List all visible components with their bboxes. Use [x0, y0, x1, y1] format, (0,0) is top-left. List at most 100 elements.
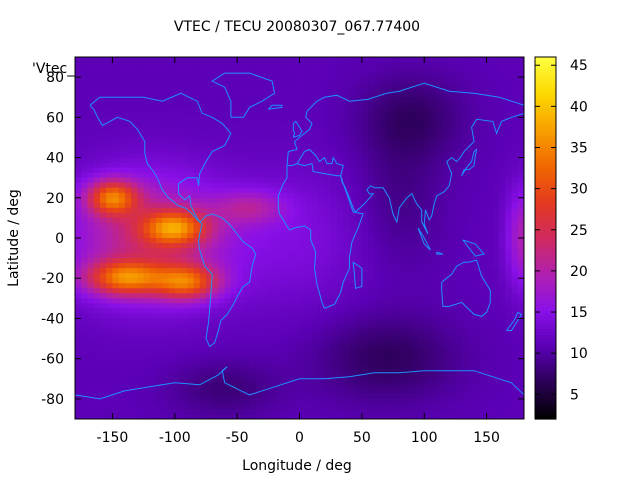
heatmap-cell [374, 112, 382, 118]
heatmap-cell [218, 273, 226, 279]
heatmap-cell [243, 182, 251, 189]
heatmap-cell [262, 303, 269, 309]
heatmap-cell [287, 318, 294, 325]
heatmap-cell [436, 72, 444, 78]
heatmap-cell [299, 323, 307, 330]
heatmap-cell [349, 77, 357, 83]
heatmap-cell [368, 278, 375, 284]
heatmap-cell [205, 222, 213, 229]
heatmap-cell [461, 298, 469, 304]
heatmap-cell [199, 77, 207, 83]
heatmap-cell [156, 82, 163, 88]
heatmap-cell [93, 222, 101, 229]
heatmap-cell [156, 232, 163, 239]
heatmap-cell [187, 373, 195, 380]
heatmap-cell [193, 273, 201, 279]
heatmap-cell [430, 217, 438, 224]
heatmap-cell [386, 57, 394, 63]
heatmap-cell [380, 197, 388, 204]
heatmap-cell [411, 363, 419, 370]
heatmap-cell [212, 283, 220, 289]
heatmap-cell [218, 57, 226, 63]
heatmap-cell [424, 72, 432, 78]
heatmap-cell [187, 403, 195, 410]
heatmap-cell [187, 142, 195, 149]
heatmap-cell [93, 102, 101, 108]
heatmap-cell [280, 308, 288, 315]
heatmap-cell [143, 172, 151, 179]
heatmap-cell [517, 177, 524, 184]
heatmap-cell [405, 77, 413, 83]
heatmap-cell [361, 152, 369, 159]
heatmap-cell [112, 248, 120, 254]
heatmap-cell [181, 192, 188, 199]
heatmap-cell [399, 383, 407, 390]
heatmap-cell [505, 258, 513, 264]
heatmap-cell [343, 227, 350, 234]
heatmap-cell [262, 298, 269, 304]
heatmap-cell [374, 117, 382, 123]
heatmap-cell [336, 238, 344, 244]
heatmap-cell [330, 62, 338, 68]
heatmap-cell [430, 283, 438, 289]
heatmap-cell [499, 222, 506, 229]
heatmap-cell [417, 288, 425, 294]
heatmap-cell [417, 117, 425, 123]
heatmap-cell [492, 373, 500, 380]
heatmap-cell [492, 348, 500, 355]
heatmap-cell [393, 97, 400, 103]
heatmap-cell [224, 238, 232, 244]
heatmap-cell [336, 258, 344, 264]
heatmap-cell [355, 117, 363, 123]
heatmap-cell [293, 258, 301, 264]
heatmap-cell [81, 142, 89, 149]
heatmap-cell [330, 87, 338, 93]
heatmap-cell [168, 157, 176, 164]
heatmap-cell [112, 67, 120, 73]
heatmap-cell [311, 92, 319, 98]
heatmap-cell [181, 263, 188, 269]
heatmap-cell [480, 97, 488, 103]
heatmap-cell [474, 152, 481, 159]
heatmap-cell [299, 398, 307, 405]
heatmap-cell [442, 363, 450, 370]
heatmap-cell [436, 122, 444, 128]
heatmap-cell [287, 238, 294, 244]
heatmap-cell [305, 398, 313, 405]
heatmap-cell [249, 142, 257, 149]
heatmap-cell [287, 97, 294, 103]
heatmap-cell [93, 313, 101, 320]
heatmap-cell [430, 298, 438, 304]
heatmap-cell [255, 253, 263, 259]
heatmap-cell [449, 328, 457, 335]
heatmap-cell [411, 92, 419, 98]
heatmap-cell [280, 197, 288, 204]
heatmap-cell [467, 238, 475, 244]
heatmap-cell [393, 373, 400, 380]
heatmap-cell [218, 338, 226, 345]
heatmap-cell [311, 378, 319, 385]
heatmap-cell [193, 112, 201, 118]
heatmap-cell [393, 92, 400, 98]
heatmap-cell [112, 102, 120, 108]
heatmap-cell [137, 278, 145, 284]
heatmap-cell [81, 268, 89, 274]
heatmap-cell [230, 112, 238, 118]
heatmap-cell [106, 82, 114, 88]
heatmap-cell [505, 227, 513, 234]
heatmap-cell [149, 378, 157, 385]
heatmap-cell [168, 172, 176, 179]
heatmap-cell [405, 393, 413, 400]
heatmap-cell [461, 162, 469, 169]
heatmap-cell [355, 187, 363, 194]
heatmap-cell [218, 162, 226, 169]
heatmap-cell [268, 308, 276, 315]
heatmap-cell [199, 107, 207, 113]
heatmap-cell [343, 127, 350, 134]
heatmap-cell [143, 258, 151, 264]
heatmap-cell [417, 187, 425, 194]
heatmap-cell [212, 177, 220, 184]
heatmap-cell [143, 253, 151, 259]
heatmap-cell [299, 253, 307, 259]
heatmap-cell [467, 388, 475, 395]
